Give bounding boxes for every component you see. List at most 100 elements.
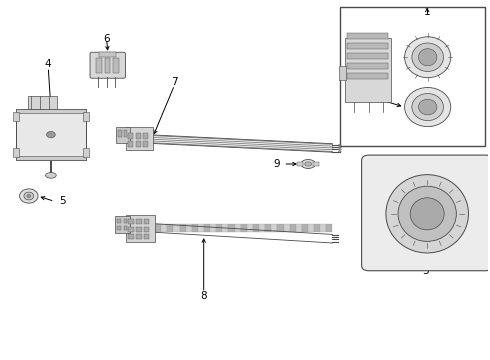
Bar xyxy=(136,234,142,239)
Text: 1: 1 xyxy=(424,7,431,17)
Bar xyxy=(123,226,127,230)
Bar xyxy=(83,148,89,157)
Bar xyxy=(144,226,149,231)
Bar xyxy=(168,224,173,232)
Bar xyxy=(126,127,153,150)
Bar xyxy=(186,224,192,232)
Bar xyxy=(136,226,142,231)
Bar xyxy=(204,224,210,232)
Ellipse shape xyxy=(46,172,56,178)
FancyBboxPatch shape xyxy=(362,155,490,271)
Bar xyxy=(314,224,320,232)
Ellipse shape xyxy=(24,192,34,200)
Ellipse shape xyxy=(27,194,31,198)
Ellipse shape xyxy=(398,186,456,242)
Bar xyxy=(198,224,204,232)
Ellipse shape xyxy=(405,37,451,78)
Bar xyxy=(347,63,388,69)
Bar xyxy=(235,224,241,232)
Bar xyxy=(143,141,148,147)
Bar xyxy=(302,224,308,232)
Text: 5: 5 xyxy=(59,196,66,206)
Bar xyxy=(290,224,296,232)
Bar xyxy=(347,43,388,49)
Bar xyxy=(123,219,127,224)
Bar xyxy=(16,156,86,161)
Bar xyxy=(136,141,141,147)
Bar xyxy=(96,58,102,72)
Bar xyxy=(83,112,89,121)
Ellipse shape xyxy=(305,162,312,166)
Ellipse shape xyxy=(418,49,437,66)
Bar xyxy=(16,109,86,161)
Bar xyxy=(222,224,228,232)
Bar xyxy=(136,134,141,139)
Bar xyxy=(277,224,284,232)
Ellipse shape xyxy=(20,189,38,203)
Bar xyxy=(347,73,388,79)
Bar xyxy=(326,224,332,232)
Bar xyxy=(173,224,179,232)
Bar xyxy=(118,130,122,137)
Ellipse shape xyxy=(338,151,341,152)
Bar xyxy=(296,224,302,232)
Bar xyxy=(128,141,133,147)
Bar xyxy=(99,51,116,57)
Bar xyxy=(340,8,486,146)
Bar xyxy=(16,109,86,113)
Bar xyxy=(13,148,19,157)
Text: 7: 7 xyxy=(171,77,178,87)
Text: 6: 6 xyxy=(103,35,110,44)
Bar xyxy=(259,224,265,232)
Bar xyxy=(117,226,121,230)
Bar xyxy=(116,127,130,143)
Ellipse shape xyxy=(418,99,437,115)
Bar xyxy=(136,220,142,225)
Bar xyxy=(347,53,388,59)
Ellipse shape xyxy=(338,149,341,150)
Bar xyxy=(253,224,259,232)
Bar xyxy=(128,134,133,139)
Ellipse shape xyxy=(301,159,316,168)
Bar xyxy=(210,224,216,232)
Bar xyxy=(126,215,155,242)
Bar xyxy=(179,224,186,232)
Bar xyxy=(308,224,314,232)
Bar xyxy=(113,58,119,72)
Bar xyxy=(297,162,303,166)
Ellipse shape xyxy=(386,175,468,253)
Bar xyxy=(161,224,168,232)
Bar xyxy=(115,216,130,233)
Text: 8: 8 xyxy=(200,291,207,301)
Bar xyxy=(284,224,290,232)
Bar xyxy=(216,224,222,232)
Bar xyxy=(104,58,110,72)
Bar xyxy=(344,38,391,102)
Ellipse shape xyxy=(410,198,444,230)
Ellipse shape xyxy=(47,131,55,138)
Bar xyxy=(228,224,235,232)
Bar xyxy=(241,224,247,232)
Bar xyxy=(128,234,134,239)
Bar xyxy=(128,220,134,225)
Bar xyxy=(347,33,388,40)
Bar xyxy=(144,234,149,239)
Text: 9: 9 xyxy=(273,159,280,169)
Text: 3: 3 xyxy=(422,266,429,276)
Bar xyxy=(320,224,326,232)
Bar xyxy=(13,112,19,121)
Bar xyxy=(128,226,134,231)
Bar xyxy=(123,130,127,137)
Ellipse shape xyxy=(405,87,451,127)
Bar xyxy=(265,224,271,232)
Ellipse shape xyxy=(412,43,443,72)
Bar xyxy=(144,220,149,225)
Bar xyxy=(117,219,121,224)
Bar xyxy=(247,224,253,232)
Text: 2: 2 xyxy=(362,91,369,102)
Bar xyxy=(155,224,161,232)
Bar xyxy=(143,134,148,139)
Bar xyxy=(313,162,319,166)
Bar xyxy=(28,96,57,109)
Ellipse shape xyxy=(338,147,341,148)
